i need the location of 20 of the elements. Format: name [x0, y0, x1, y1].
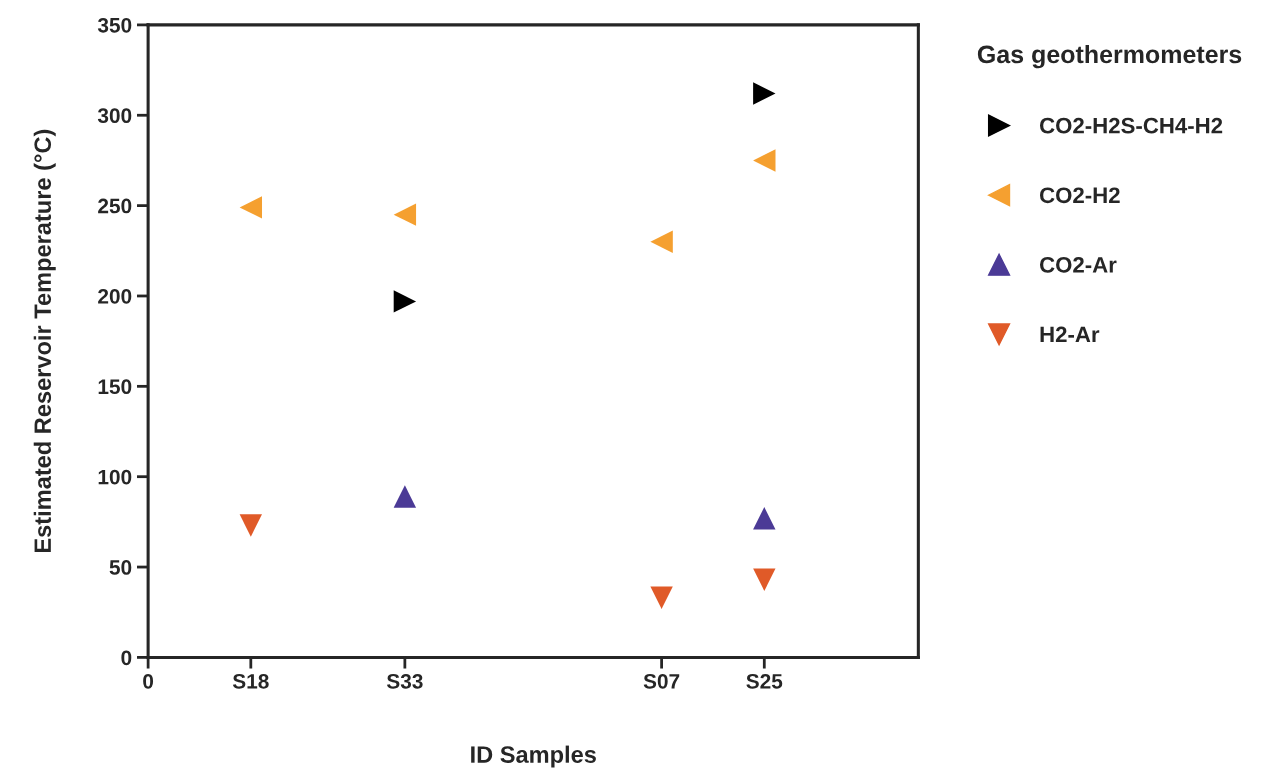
y-tick-label: 0	[121, 650, 132, 666]
y-tick-label: 300	[97, 108, 132, 124]
legend-label: CO2-Ar	[1039, 256, 1117, 273]
y-tick-label: 100	[98, 469, 132, 485]
legend-label: CO2-H2S-CH4-H2	[1039, 117, 1223, 134]
y-tick-label: 150	[98, 379, 132, 395]
y-tick-label: 200	[98, 288, 132, 304]
y-tick-label: 250	[98, 198, 132, 214]
x-tick-label: 0	[143, 673, 154, 689]
y-tick-label: 50	[109, 560, 132, 575]
x-tick-label: S25	[746, 673, 783, 689]
x-tick-label: S33	[386, 673, 423, 689]
legend-title: Gas geothermometers	[977, 44, 1242, 69]
y-tick-label: 350	[97, 17, 132, 33]
x-axis-title: ID Samples	[471, 745, 596, 768]
x-tick-label: S07	[643, 673, 680, 689]
legend-label: CO2-H2	[1039, 187, 1120, 204]
y-axis-title: Estimated Reservoir Temperature (°C)	[33, 129, 56, 553]
x-tick-label: S18	[232, 673, 269, 689]
legend-label: H2-Ar	[1040, 326, 1100, 343]
